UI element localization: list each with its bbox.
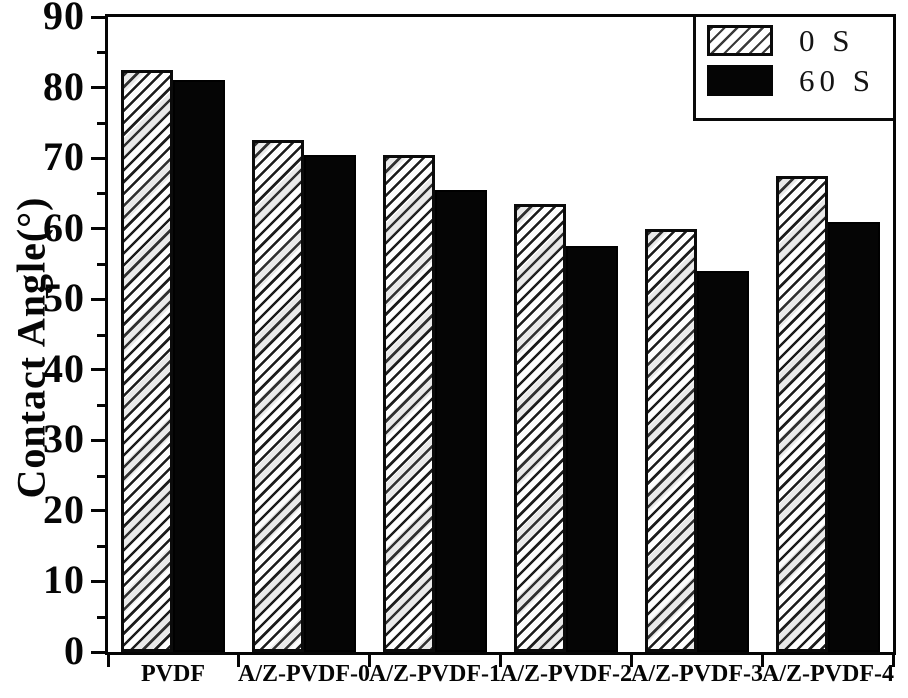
y-tick-label-10: 10 (43, 557, 85, 603)
x-label-A/Z-PVDF-1: A/Z-PVDF-1 (369, 661, 501, 687)
y-tick-label-80: 80 (43, 64, 85, 110)
legend-label-60s: 60 S (799, 63, 875, 98)
x-label-A/Z-PVDF-4: A/Z-PVDF-4 (762, 661, 894, 687)
y-major-tick-10 (91, 580, 105, 583)
bar-A/Z-PVDF-2-0S (514, 204, 566, 652)
y-tick-label-50: 50 (43, 275, 85, 321)
x-label-A/Z-PVDF-0: A/Z-PVDF-0 (238, 661, 370, 687)
y-tick-label-40: 40 (43, 346, 85, 392)
y-major-tick-50 (91, 298, 105, 301)
y-axis-tick-labels: 0 10 20 30 40 50 60 70 80 90 (3, 0, 85, 671)
y-tick-label-90: 90 (43, 0, 85, 39)
bar-A/Z-PVDF-1-60S (435, 190, 487, 652)
y-axis-ticks (91, 16, 893, 654)
x-tick-4 (630, 655, 633, 667)
y-minor-tick-85 (97, 51, 105, 54)
y-tick-label-70: 70 (43, 134, 85, 180)
bar-A/Z-PVDF-1-0S (383, 155, 435, 652)
bar-PVDF-60S (173, 80, 225, 652)
legend-label-0s: 0 S (799, 23, 855, 58)
y-tick-label-0: 0 (64, 628, 85, 674)
y-major-tick-80 (91, 86, 105, 89)
y-tick-label-20: 20 (43, 487, 85, 533)
x-label-A/Z-PVDF-2: A/Z-PVDF-2 (500, 661, 632, 687)
y-minor-tick-25 (97, 475, 105, 478)
legend-item-60s: 60 S (707, 62, 893, 99)
y-major-tick-20 (91, 509, 105, 512)
y-minor-tick-5 (97, 616, 105, 619)
bar-A/Z-PVDF-4-60S (828, 222, 880, 652)
y-minor-tick-75 (97, 122, 105, 125)
x-axis-ticks (107, 17, 895, 667)
legend: 0 S 60 S (693, 17, 893, 121)
y-major-tick-60 (91, 227, 105, 230)
y-tick-label-30: 30 (43, 416, 85, 462)
y-minor-tick-15 (97, 545, 105, 548)
x-tick-6 (892, 655, 895, 667)
bar-A/Z-PVDF-0-60S (304, 155, 356, 652)
legend-swatch-hatched-icon (707, 25, 773, 56)
y-major-tick-40 (91, 368, 105, 371)
y-tick-label-60: 60 (43, 205, 85, 251)
y-minor-tick-55 (97, 263, 105, 266)
bar-A/Z-PVDF-0-0S (252, 140, 304, 652)
x-axis-labels: PVDF A/Z-PVDF-0 A/Z-PVDF-1 A/Z-PVDF-2 A/Z-PV… (0, 660, 908, 694)
x-tick-2 (368, 655, 371, 667)
x-tick-5 (761, 655, 764, 667)
bars-layer (108, 17, 893, 652)
bar-A/Z-PVDF-2-60S (566, 246, 618, 652)
y-major-tick-0 (91, 651, 105, 654)
x-tick-3 (499, 655, 502, 667)
x-label-A/Z-PVDF-3: A/Z-PVDF-3 (631, 661, 763, 687)
legend-swatch-solid-icon (707, 65, 773, 96)
x-label-PVDF: PVDF (141, 661, 205, 687)
y-major-tick-70 (91, 157, 105, 160)
bar-A/Z-PVDF-3-0S (645, 229, 697, 652)
y-major-tick-90 (91, 16, 105, 19)
bar-A/Z-PVDF-3-60S (697, 271, 749, 652)
x-tick-0 (107, 655, 110, 667)
legend-item-0s: 0 S (707, 22, 893, 59)
y-minor-tick-65 (97, 192, 105, 195)
y-minor-tick-35 (97, 404, 105, 407)
x-tick-1 (237, 655, 240, 667)
y-minor-tick-45 (97, 334, 105, 337)
y-major-tick-30 (91, 439, 105, 442)
bar-A/Z-PVDF-4-0S (776, 176, 828, 652)
bar-PVDF-0S (121, 70, 173, 652)
